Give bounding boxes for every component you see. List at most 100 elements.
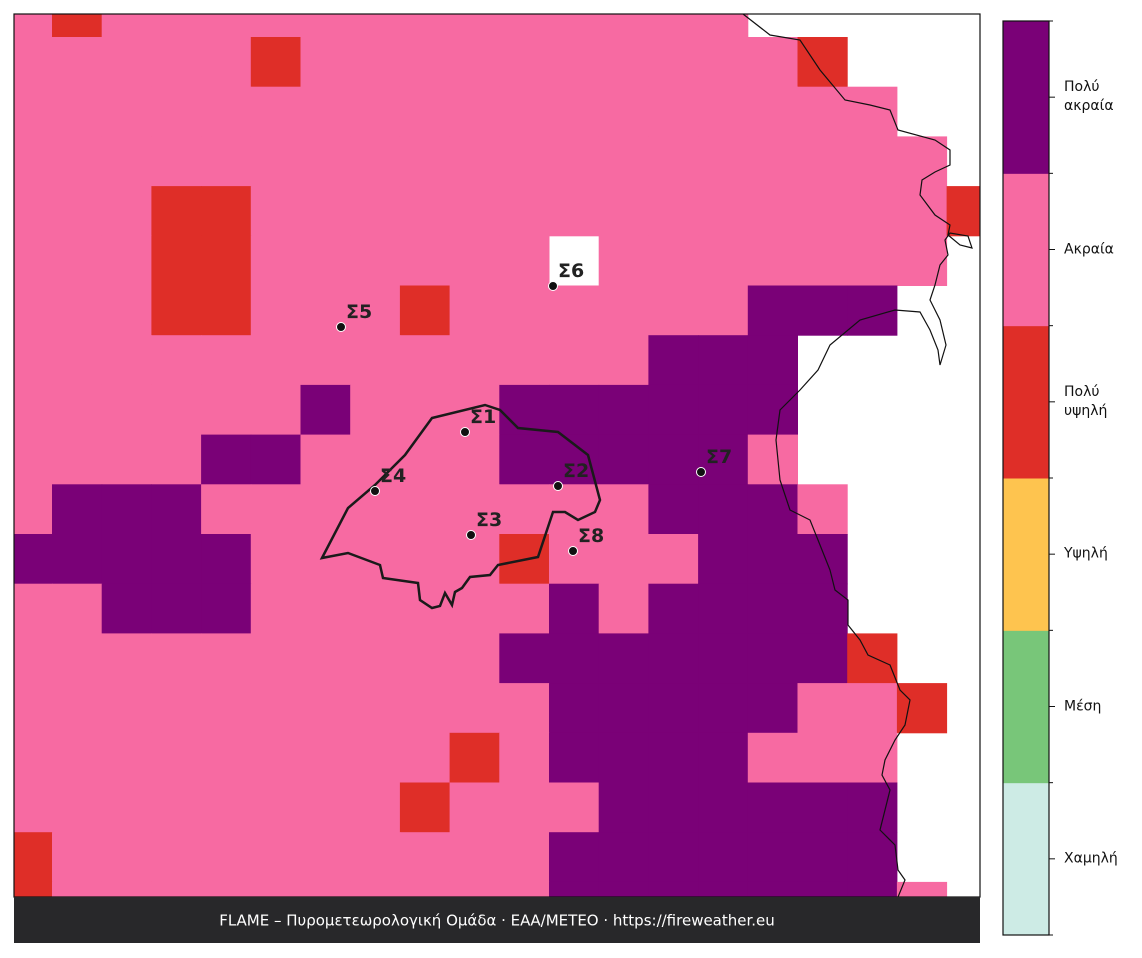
grid-cell: [598, 14, 649, 38]
grid-cell: [499, 384, 550, 436]
grid-cell: [14, 434, 53, 485]
grid-cell: [250, 832, 301, 883]
grid-cell: [698, 534, 749, 585]
grid-cell: [52, 235, 103, 286]
grid-cell: [350, 782, 401, 833]
grid-cell: [201, 136, 252, 187]
station-label: Σ4: [380, 465, 406, 487]
grid-cell: [847, 285, 898, 336]
grid-cell: [52, 583, 103, 634]
grid-cell: [499, 86, 550, 137]
legend-label: Χαμηλή: [1064, 850, 1118, 867]
grid-cell: [449, 14, 500, 38]
grid-cell: [648, 434, 699, 485]
grid-cell: [201, 285, 252, 336]
grid-cell: [847, 832, 898, 883]
station-dot: [336, 322, 346, 332]
grid-cell: [151, 633, 202, 684]
grid-cell: [250, 683, 301, 734]
grid-cell: [648, 384, 699, 436]
grid-cell: [14, 335, 53, 386]
grid-cell: [549, 335, 600, 386]
grid-cell: [250, 534, 301, 585]
grid-cell: [151, 683, 202, 734]
colorbar-segment: [1003, 630, 1049, 784]
grid-cell: [14, 732, 53, 783]
grid-cell: [201, 881, 252, 898]
grid-cell: [499, 434, 550, 485]
grid-cell: [598, 235, 649, 286]
grid-cell: [14, 534, 53, 585]
grid-cell: [201, 384, 252, 436]
grid-cell: [151, 384, 202, 436]
grid-cell: [499, 732, 550, 783]
grid-cell: [648, 732, 699, 783]
grid-cell: [250, 335, 301, 386]
station-label: Σ6: [558, 260, 584, 282]
grid-cell: [598, 534, 649, 585]
station-label: Σ8: [578, 525, 604, 547]
grid-cell: [549, 14, 600, 38]
grid-cell: [14, 484, 53, 535]
grid-cell: [499, 782, 550, 833]
grid-cell: [549, 37, 600, 88]
grid-cell: [101, 434, 152, 485]
grid-cell: [250, 782, 301, 833]
grid-cell: [598, 583, 649, 634]
grid-cell: [549, 136, 600, 187]
grid-cell: [52, 534, 103, 585]
grid-cell: [896, 186, 948, 237]
grid-cell: [648, 683, 699, 734]
grid-cell: [698, 583, 749, 634]
footer-text: FLAME – Πυρομετεωρολογική Ομάδα · ΕΑΑ/ME…: [219, 912, 775, 930]
grid-cell: [300, 484, 351, 535]
grid-cell: [101, 384, 152, 436]
grid-cell: [797, 136, 848, 187]
grid-cell: [648, 534, 699, 585]
grid-cell: [698, 136, 749, 187]
legend-label: Πολύ υψηλή: [1064, 383, 1108, 419]
grid-cell: [549, 384, 600, 436]
grid-cell: [449, 335, 500, 386]
grid-cell: [300, 732, 351, 783]
grid-cell: [300, 186, 351, 237]
grid-cell: [549, 86, 600, 137]
grid-cell: [101, 881, 152, 898]
grid-cell: [598, 484, 649, 535]
grid-cell: [598, 335, 649, 386]
grid-cell: [14, 633, 53, 684]
grid-cell: [52, 86, 103, 137]
grid-cell: [300, 136, 351, 187]
grid-cell: [648, 484, 699, 535]
grid-cell: [151, 86, 202, 137]
grid-cell: [549, 484, 600, 535]
grid-cell: [499, 832, 550, 883]
grid-cell: [151, 37, 202, 88]
grid-cell: [151, 434, 202, 485]
colorbar: [1003, 20, 1055, 936]
grid-cell: [598, 633, 649, 684]
grid-cell: [101, 534, 152, 585]
grid-cell: [598, 86, 649, 137]
grid-cell: [14, 37, 53, 88]
station-label: Σ5: [346, 301, 372, 323]
grid-cell: [151, 285, 202, 336]
grid-cell: [52, 434, 103, 485]
grid-cell: [747, 881, 798, 898]
grid-cell: [797, 633, 848, 684]
grid-cell: [399, 583, 451, 634]
grid-cell: [52, 633, 103, 684]
grid-cell: [52, 37, 103, 88]
grid-cell: [151, 583, 202, 634]
grid-cell: [549, 186, 600, 237]
grid-cell: [14, 86, 53, 137]
grid-cell: [648, 86, 699, 137]
grid-cell: [151, 832, 202, 883]
coastline: [742, 13, 973, 898]
grid-cell: [300, 86, 351, 137]
grid-cell: [797, 235, 848, 286]
grid-cell: [847, 782, 898, 833]
grid-cell: [300, 832, 351, 883]
grid-cell: [549, 832, 600, 883]
grid-cell: [499, 285, 550, 336]
